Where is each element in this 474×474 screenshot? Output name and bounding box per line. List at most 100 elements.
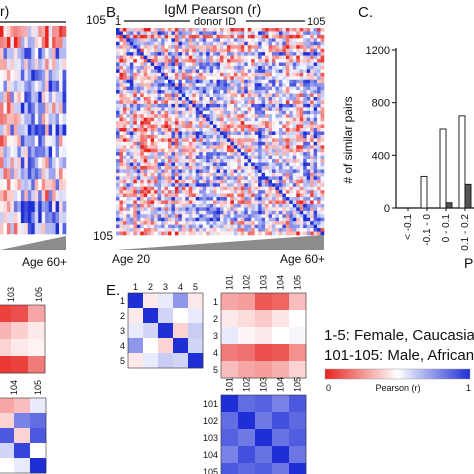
heatmap-cell [168, 38, 172, 43]
heatmap-cell [161, 228, 165, 232]
heatmap-cell [164, 231, 169, 236]
heatmap-cell [164, 162, 169, 167]
heatmap-cell [299, 197, 304, 201]
heatmap-cell [31, 58, 36, 71]
heatmap-cell [30, 413, 47, 429]
heatmap-cell [220, 159, 224, 163]
heatmap-cell [174, 179, 179, 184]
heatmap-cell [226, 59, 231, 63]
heatmap-cell [45, 47, 49, 60]
heatmap-cell [278, 207, 283, 212]
heatmap-cell [261, 138, 266, 143]
heatmap-cell [313, 28, 318, 32]
heatmap-cell [192, 121, 197, 125]
heatmap-cell [181, 207, 186, 212]
heatmap-cell [320, 72, 325, 77]
heatmap-cell [254, 186, 259, 191]
heatmap-cell [209, 97, 214, 101]
heatmap-cell [119, 62, 124, 67]
heatmap-cell [178, 117, 183, 122]
heatmap-cell [122, 34, 127, 39]
heatmap-cell [206, 114, 210, 118]
heatmap-cell [195, 231, 200, 236]
heatmap-cell [154, 190, 158, 194]
heatmap-cell [289, 210, 294, 215]
heatmap-cell [282, 79, 287, 84]
heatmap-cell [161, 45, 165, 49]
heatmap-cell [268, 166, 273, 170]
heatmap-cell [282, 72, 287, 77]
panel-b-title: IgM Pearson (r) [164, 1, 261, 17]
heatmap-col-label: 4 [178, 282, 183, 292]
heatmap-cell [240, 79, 245, 84]
heatmap-cell [320, 59, 325, 63]
heatmap-cell [168, 221, 172, 225]
heatmap-cell [41, 124, 46, 136]
heatmap-cell [55, 113, 60, 125]
heatmap-cell [317, 134, 321, 139]
heatmap-cell [226, 100, 231, 105]
heatmap-cell [202, 172, 207, 177]
heatmap-cell [147, 76, 151, 81]
heatmap-cell [192, 41, 197, 46]
heatmap-cell [261, 65, 266, 70]
heatmap-cell [188, 100, 193, 105]
heatmap-cell [306, 134, 311, 139]
heatmap-cell [278, 86, 283, 91]
heatmap-cell [275, 169, 280, 174]
heatmap-cell [251, 183, 255, 187]
heatmap-cell [240, 28, 245, 32]
heatmap-cell [126, 72, 131, 77]
heatmap-cell [116, 86, 120, 91]
heatmap-cell [181, 217, 186, 222]
heatmap-cell [285, 110, 290, 115]
heatmap-cell [126, 117, 131, 122]
heatmap-cell [285, 72, 290, 77]
heatmap-cell [299, 90, 304, 94]
heatmap-cell [278, 214, 283, 219]
heatmap-cell [216, 172, 221, 177]
heatmap-cell [209, 117, 214, 122]
heatmap-cell [317, 52, 321, 56]
heatmap-cell [306, 128, 311, 132]
heatmap-cell [116, 138, 120, 143]
heatmap-cell [255, 327, 273, 345]
heatmap-cell [320, 183, 325, 187]
heatmap-cell [303, 48, 307, 53]
heatmap-cell [119, 34, 124, 39]
heatmap-cell [261, 97, 266, 101]
heatmap-cell [168, 55, 172, 60]
heatmap-cell [122, 148, 127, 153]
heatmap-cell [122, 110, 127, 115]
heatmap-cell [178, 124, 183, 129]
heatmap-cell [157, 103, 162, 108]
heatmap-cell [310, 48, 314, 53]
heatmap-cell [168, 83, 172, 87]
heatmap-cell [265, 159, 269, 163]
heatmap-cell [272, 128, 276, 132]
heatmap-cell [116, 38, 120, 43]
heatmap-cell [0, 91, 4, 103]
heatmap-cell [209, 166, 214, 170]
heatmap-cell [136, 203, 141, 208]
heatmap-cell [185, 152, 190, 156]
heatmap-cell [202, 166, 207, 170]
heatmap-cell [206, 90, 210, 94]
heatmap-cell [272, 152, 276, 156]
heatmap-cell [164, 52, 169, 56]
heatmap-cell [192, 62, 197, 67]
heatmap-cell [178, 210, 183, 215]
heatmap-cell [282, 65, 287, 70]
heatmap-cell [129, 55, 134, 60]
heatmap-cell [233, 197, 238, 201]
heatmap-cell [164, 179, 169, 184]
heatmap-cell [230, 83, 235, 87]
heatmap-cell [209, 197, 214, 201]
heatmap-cell [268, 45, 273, 49]
heatmap-cell [209, 138, 214, 143]
heatmap-cell [171, 107, 176, 112]
heatmap-cell [150, 55, 155, 60]
heatmap-cell [223, 162, 228, 167]
heatmap-cell [147, 231, 151, 236]
heatmap-cell [272, 210, 276, 215]
